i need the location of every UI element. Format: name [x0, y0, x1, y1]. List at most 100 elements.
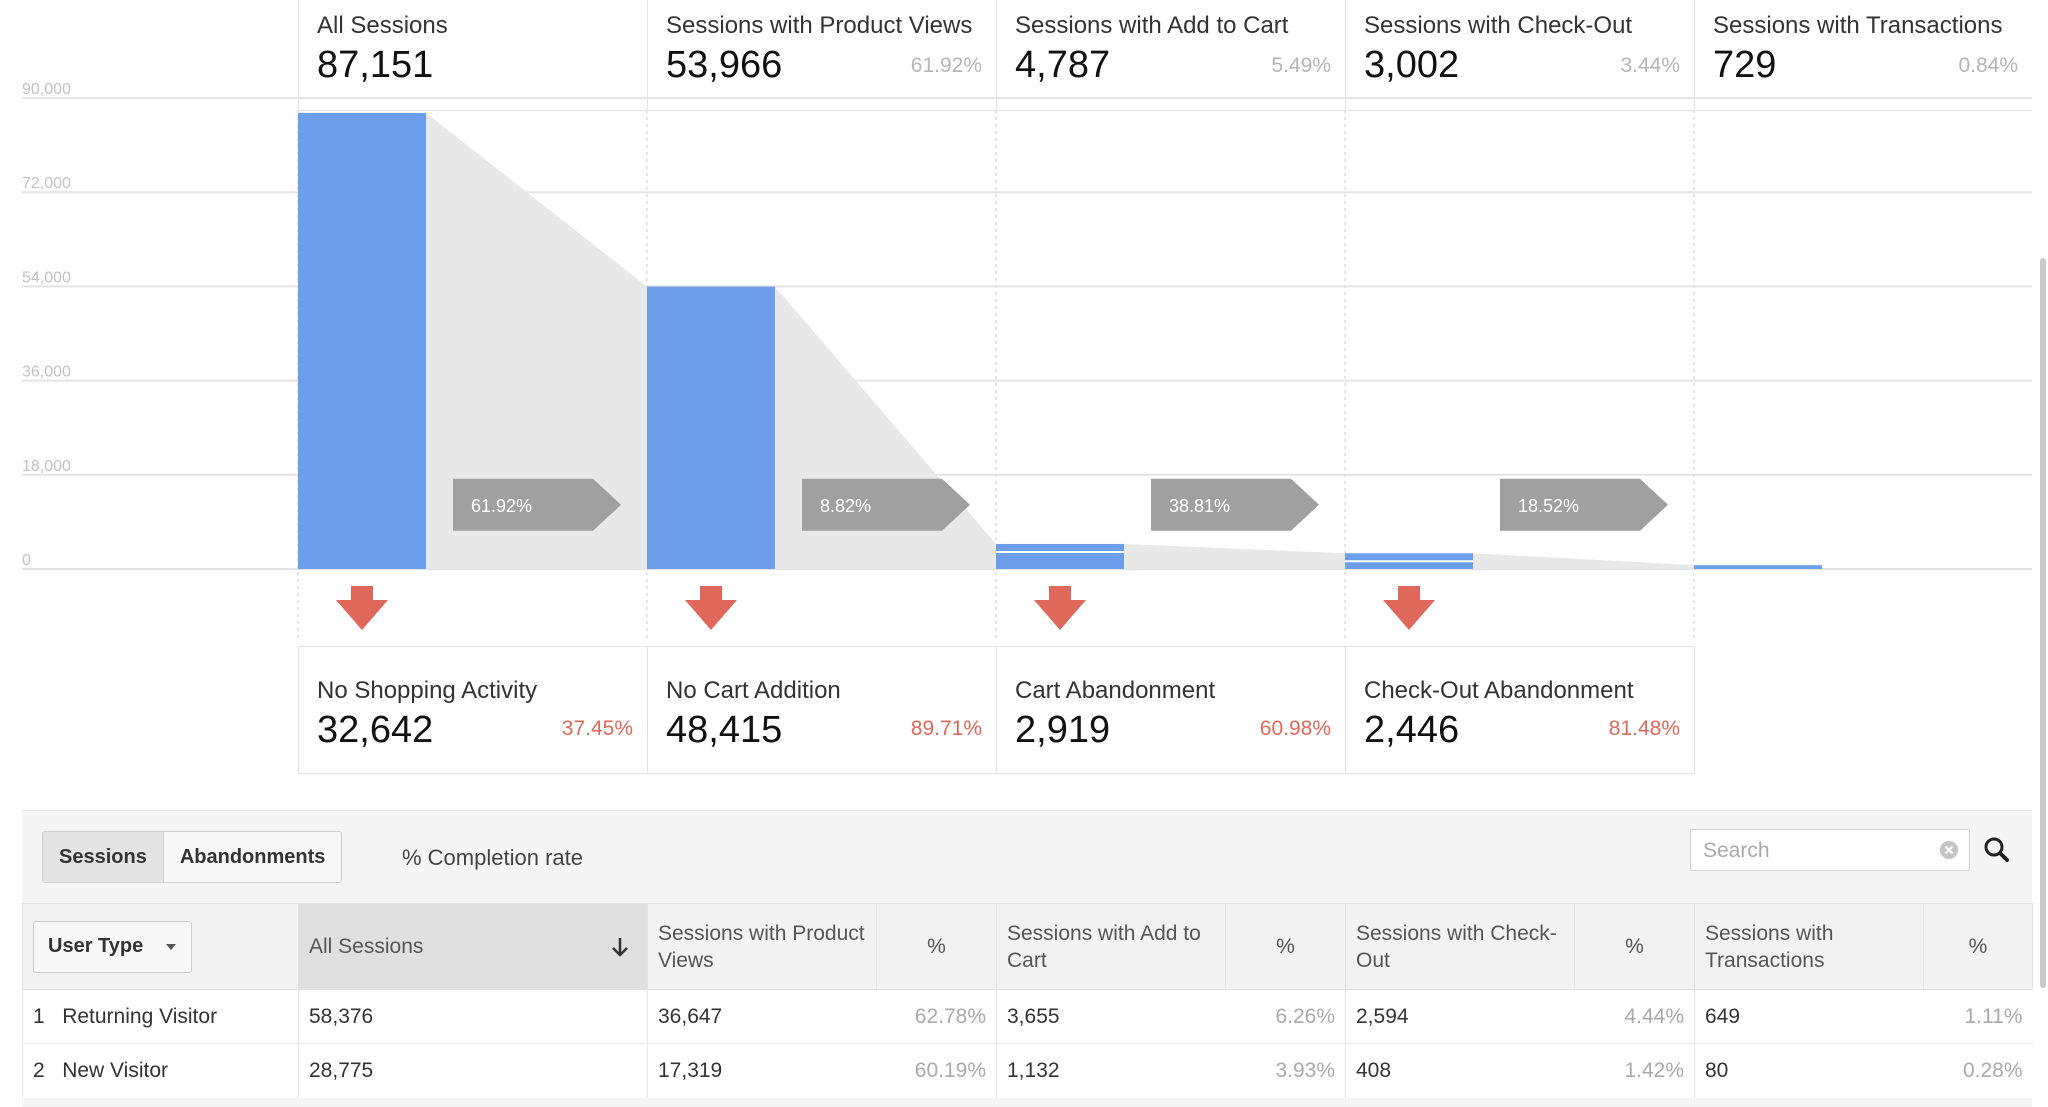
abandonment-label: No Shopping Activity: [317, 677, 538, 704]
row-name-link[interactable]: Returning Visitor: [62, 1004, 218, 1028]
stage-value: 729: [1713, 44, 1777, 86]
cell-pct: 6.26%: [1225, 989, 1346, 1044]
product-views-header[interactable]: Sessions with Product Views: [647, 903, 877, 990]
stage-label: Sessions with Transactions: [1713, 12, 2003, 39]
search-icon[interactable]: [1976, 829, 2018, 871]
row-index: 2: [33, 1058, 45, 1082]
y-tick-label: 72,000: [22, 175, 71, 192]
row-index: 1: [33, 1004, 45, 1028]
stage-label: Sessions with Product Views: [666, 12, 973, 39]
conversion-arrow: [453, 478, 621, 531]
completion-rate-link[interactable]: % Completion rate: [402, 845, 583, 870]
sort-down-icon: [612, 938, 628, 957]
stage-label: All Sessions: [317, 12, 448, 39]
table-panel: Sessions Abandonments % Completion rate …: [22, 810, 2033, 1107]
cell-pct: 0.28%: [1923, 1043, 2033, 1098]
cell-add-to-cart: 1,132: [996, 1043, 1226, 1098]
stage-value: 4,787: [1015, 44, 1111, 86]
stage-label: Sessions with Add to Cart: [1015, 12, 1289, 39]
cell-pct: 60.19%: [876, 1043, 997, 1098]
pct-header[interactable]: %: [1923, 903, 2033, 990]
conversion-label: 8.82%: [820, 496, 871, 516]
y-tick-label: 18,000: [22, 458, 71, 475]
funnel-connector: [1124, 543, 1345, 569]
cell-pct: 3.93%: [1225, 1043, 1346, 1098]
all-sessions-header[interactable]: All Sessions: [298, 903, 648, 990]
abandonment-label: Cart Abandonment: [1015, 677, 1216, 704]
stage-product-views: Sessions with Product Views 53,966 61.92…: [647, 0, 996, 110]
abandonment-check-out: Check-Out Abandonment 2,446 81.48%: [1345, 646, 1695, 774]
user-type-dropdown[interactable]: User Type: [33, 920, 193, 973]
y-tick-label: 36,000: [22, 364, 71, 381]
user-type-label: User Type: [48, 935, 144, 957]
stage-pct: 3.44%: [1620, 54, 1680, 77]
abandonments-tab[interactable]: Abandonments: [163, 832, 342, 882]
cell-pct: 1.11%: [1923, 989, 2033, 1044]
sessions-tab[interactable]: Sessions: [43, 832, 164, 882]
pct-header[interactable]: %: [1225, 903, 1346, 990]
stage-value: 87,151: [317, 44, 434, 86]
stage-value: 3,002: [1364, 44, 1460, 86]
abandonment-no-cart: No Cart Addition 48,415 89.71%: [647, 646, 997, 774]
abandonment-no-shopping: No Shopping Activity 32,642 37.45%: [298, 646, 648, 774]
abandonment-value: 48,415: [666, 709, 783, 751]
funnel-table: User Type All Sessions Sessions with Pro…: [22, 903, 2033, 1098]
caret-down-icon: [166, 943, 177, 950]
bar-2: [647, 286, 775, 569]
stage-check-out: Sessions with Check-Out 3,002 3.44%: [1345, 0, 1694, 110]
y-tick-label: 54,000: [22, 269, 71, 286]
search-input[interactable]: [1701, 836, 1925, 866]
pct-header[interactable]: %: [1574, 903, 1695, 990]
transactions-header[interactable]: Sessions with Transactions: [1694, 903, 1924, 990]
clear-icon[interactable]: [1939, 840, 1959, 860]
stage-pct: 5.49%: [1271, 54, 1331, 77]
page-scrollbar[interactable]: [2040, 258, 2046, 988]
stage-all-sessions: All Sessions 87,151: [298, 0, 647, 110]
row-name-link[interactable]: New Visitor: [62, 1058, 169, 1082]
check-out-header[interactable]: Sessions with Check-Out: [1345, 903, 1575, 990]
cell-all-sessions: 58,376: [298, 989, 648, 1044]
table-header-row: User Type All Sessions Sessions with Pro…: [22, 903, 2033, 990]
drop-off-arrow-icon: [1383, 586, 1435, 630]
cell-product-views: 17,319: [647, 1043, 877, 1098]
stage-pct: 0.84%: [1958, 54, 2018, 77]
y-tick-label: 90,000: [22, 81, 71, 98]
abandonment-pct: 60.98%: [1259, 717, 1331, 740]
cell-transactions: 80: [1694, 1043, 1924, 1098]
conversion-label: 18.52%: [1518, 496, 1579, 516]
stage-transactions: Sessions with Transactions 729 0.84%: [1694, 0, 2032, 110]
cell-check-out: 408: [1345, 1043, 1575, 1098]
abandonment-value: 32,642: [317, 709, 434, 751]
conversion-label: 38.81%: [1169, 496, 1230, 516]
cell-pct: 1.42%: [1574, 1043, 1695, 1098]
stage-label: Sessions with Check-Out: [1364, 12, 1633, 39]
pct-header[interactable]: %: [876, 903, 997, 990]
bar-1: [298, 112, 426, 570]
view-toggle: Sessions Abandonments: [42, 831, 343, 883]
funnel-connector: [1473, 553, 1694, 569]
cell-pct: 62.78%: [876, 989, 997, 1044]
funnel-chart: 90,000 72,000 54,000 36,000 18,000 0 61.92% 8.8…: [22, 81, 2032, 640]
conversion-label: 61.92%: [471, 496, 532, 516]
abandonment-label: No Cart Addition: [666, 677, 841, 704]
drop-off-arrow-icon: [1034, 586, 1086, 630]
drop-off-arrow-icon: [336, 586, 388, 630]
cell-pct: 4.44%: [1574, 989, 1695, 1044]
cell-check-out: 2,594: [1345, 989, 1575, 1044]
row-dimension: 1 Returning Visitor: [22, 989, 299, 1044]
stage-add-to-cart: Sessions with Add to Cart 4,787 5.49%: [996, 0, 1345, 110]
abandonment-cart: Cart Abandonment 2,919 60.98%: [996, 646, 1346, 774]
cell-product-views: 36,647: [647, 989, 877, 1044]
stage-value: 53,966: [666, 44, 783, 86]
cell-transactions: 649: [1694, 989, 1924, 1044]
row-dimension: 2 New Visitor: [22, 1043, 299, 1098]
abandonment-label: Check-Out Abandonment: [1364, 677, 1634, 704]
cell-add-to-cart: 3,655: [996, 989, 1226, 1044]
abandonment-pct: 37.45%: [561, 717, 633, 740]
add-to-cart-header[interactable]: Sessions with Add to Cart: [996, 903, 1226, 990]
bar-3: [996, 543, 1124, 569]
abandonment-value: 2,919: [1015, 709, 1111, 751]
abandonment-value: 2,446: [1364, 709, 1460, 751]
abandonment-pct: 81.48%: [1608, 717, 1680, 740]
cell-all-sessions: 28,775: [298, 1043, 648, 1098]
